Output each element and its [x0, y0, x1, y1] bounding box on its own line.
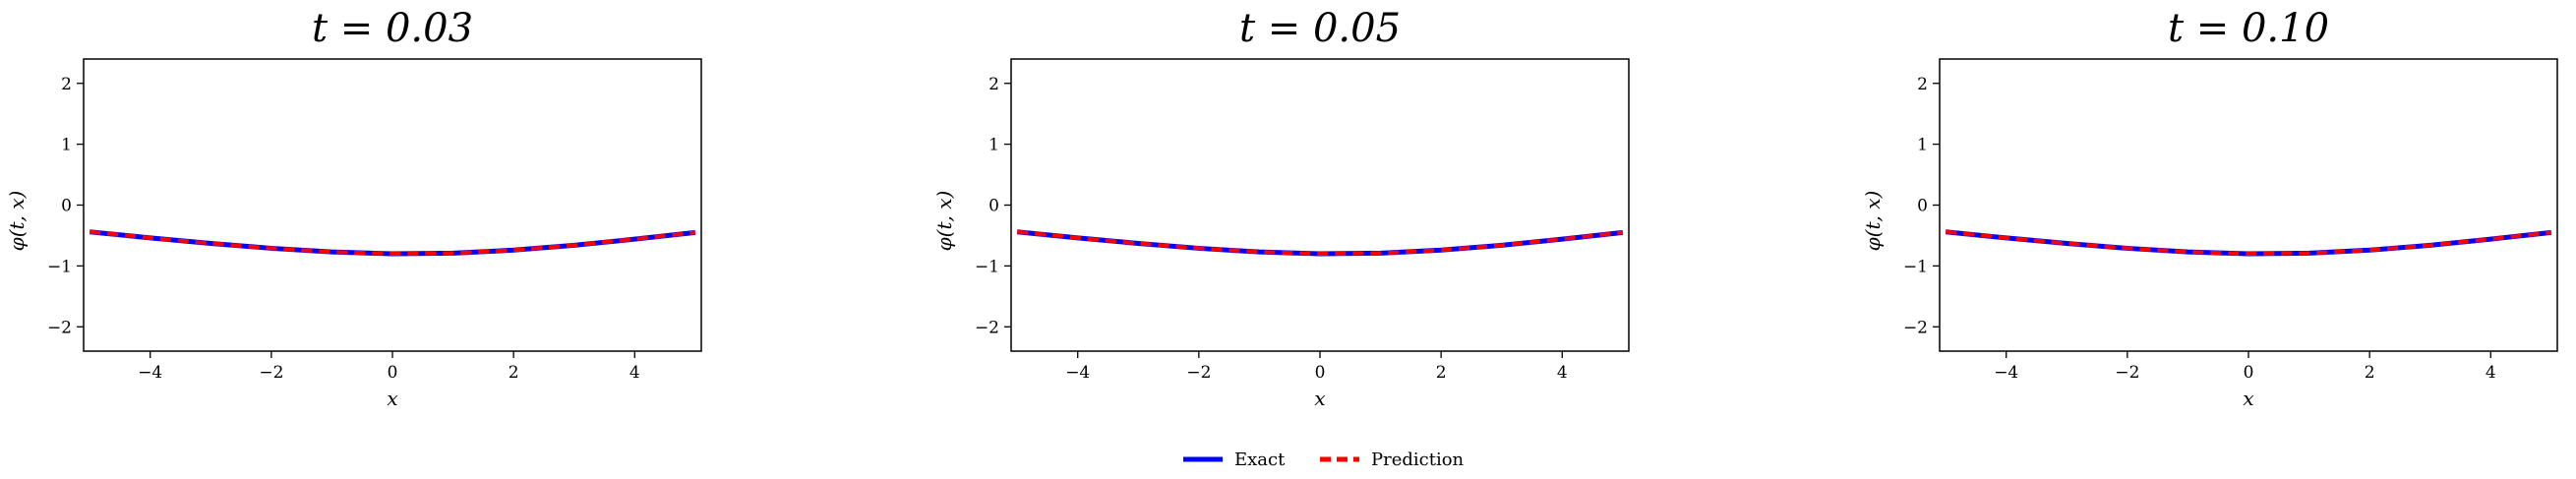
x-tick-label: 4: [629, 363, 640, 383]
y-tick-label: −2: [975, 318, 999, 337]
y-tick-label: −1: [47, 257, 72, 276]
x-tick-label: −2: [2115, 363, 2139, 383]
x-tick-label: −2: [259, 363, 283, 383]
legend: Exact Prediction: [1183, 449, 1465, 470]
axes-frame: [1010, 58, 1630, 352]
x-tick-label: 0: [388, 363, 398, 383]
chart-panel-1: t = 0.03 −4 −2 0 2 4 −2 −1 0 1 2 x φ(t, x): [5, 6, 702, 410]
y-tick-label: 0: [1917, 197, 1928, 216]
x-tick-label: 0: [1315, 363, 1326, 383]
legend-prediction-label: Prediction: [1371, 449, 1465, 470]
y-tick-label: 2: [1917, 75, 1928, 94]
y-tick-label: 0: [61, 197, 72, 216]
y-tick-label: 1: [988, 136, 999, 155]
chart-title: t = 0.03: [312, 6, 473, 51]
x-tick-label: 2: [509, 363, 519, 383]
panels: t = 0.03 −4 −2 0 2 4 −2 −1 0 1 2 x φ(t, x) t = 0.05 −4…: [5, 6, 2558, 410]
x-tick-label: 4: [1557, 363, 1568, 383]
series-line-prediction: [89, 229, 696, 256]
y-tick-label: 1: [61, 136, 72, 155]
series-line-prediction: [1945, 229, 2552, 256]
y-tick-label: −2: [1903, 318, 1928, 337]
x-tick-label: 0: [2244, 363, 2254, 383]
x-tick-label: 4: [2486, 363, 2496, 383]
series-line-prediction: [1016, 229, 1624, 256]
chart-panel-2: t = 0.05 −4 −2 0 2 4 −2 −1 0 1 2 x φ(t, x): [932, 6, 1630, 410]
x-tick-label: 2: [2365, 363, 2375, 383]
y-axis-label: φ(t, x): [1861, 191, 1885, 252]
y-tick-label: 2: [61, 75, 72, 94]
chart-title: t = 0.05: [1239, 6, 1401, 51]
legend-exact-label: Exact: [1234, 449, 1286, 470]
y-tick-label: 1: [1917, 136, 1928, 155]
y-tick-label: −1: [1903, 257, 1928, 276]
axes-frame: [83, 58, 702, 352]
y-axis-label: φ(t, x): [5, 191, 29, 252]
x-tick-label: 2: [1436, 363, 1447, 383]
chart-panel-3: t = 0.10 −4 −2 0 2 4 −2 −1 0 1 2 x φ(t, x): [1861, 6, 2558, 410]
x-tick-label: −4: [1065, 363, 1090, 383]
x-axis-label: x: [1314, 387, 1325, 410]
y-tick-label: 0: [988, 197, 999, 216]
chart-title: t = 0.10: [2168, 6, 2329, 51]
axes-frame: [1939, 58, 2558, 352]
x-tick-label: −2: [1186, 363, 1211, 383]
x-axis-label: x: [387, 387, 397, 410]
x-axis-label: x: [2243, 387, 2253, 410]
y-tick-label: 2: [988, 75, 999, 94]
x-tick-label: −4: [1994, 363, 2018, 383]
y-tick-label: −1: [975, 257, 999, 276]
y-tick-label: −2: [47, 318, 72, 337]
y-axis-label: φ(t, x): [932, 191, 956, 252]
x-tick-label: −4: [138, 363, 162, 383]
